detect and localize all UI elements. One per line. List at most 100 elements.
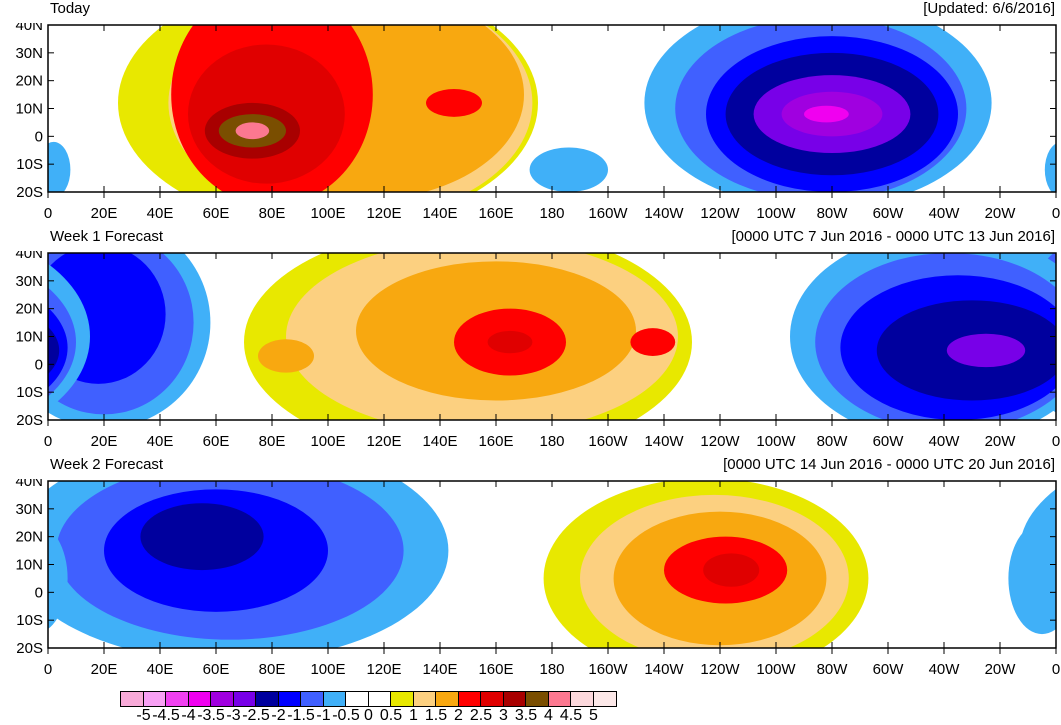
panel-title: Week 1 Forecast [50,228,164,245]
lon-label: 20E [91,661,118,678]
colorbar [120,691,617,707]
lon-label: 60E [203,205,230,222]
colorbar-swatch [481,692,504,706]
lat-label: 20S [16,412,43,429]
lon-label: 60E [203,433,230,450]
lon-label: 180 [539,433,564,450]
colorbar-label: -0.5 [332,707,360,724]
colorbar-swatch [571,692,594,706]
lat-label: 20S [16,184,43,201]
lon-label: 40E [147,433,174,450]
lon-label: 160W [588,433,628,450]
colorbar-label: -4 [181,707,196,724]
panel-title: Today [50,0,91,17]
lat-label: 10N [15,101,43,118]
anomaly-contour [48,527,68,630]
colorbar-label: 0.5 [379,707,403,724]
colorbar-label: 2.5 [469,707,493,724]
lon-label: 20W [985,205,1017,222]
lon-label: 40W [929,205,961,222]
anomaly-contour [1008,522,1056,635]
lon-label: 80W [817,661,849,678]
lon-label: 0 [44,661,52,678]
lon-label: 160W [588,205,628,222]
lon-label: 120E [366,661,401,678]
lon-label: 120E [366,433,401,450]
lon-label: 140E [422,661,457,678]
anomaly-contour [1044,143,1056,192]
colorbar-swatch [121,692,144,706]
lon-label: 160E [478,433,513,450]
colorbar-label: -5 [136,707,151,724]
lon-label: 140E [422,433,457,450]
colorbar-label: 3.5 [514,707,538,724]
colorbar-swatch [436,692,459,706]
colorbar-swatch [458,692,481,706]
lon-label: 40W [929,433,961,450]
lon-label: 180 [539,205,564,222]
colorbar-swatch [143,692,166,706]
lon-label: 140W [644,433,684,450]
lon-label: 160W [588,661,628,678]
lon-label: 160E [478,661,513,678]
lon-label: 180 [539,661,564,678]
colorbar-label: -2.5 [242,707,270,724]
lat-label: 0 [35,128,43,145]
lon-label: 120W [700,205,740,222]
lon-label: 120W [700,661,740,678]
colorbar-label: -1.5 [287,707,315,724]
colorbar-swatch [211,692,234,706]
lon-label: 20E [91,205,118,222]
colorbar-swatch [233,692,256,706]
anomaly-map: 0 20E 40E 60E 80E 100E 120E 140E 160E 180 160W 140W… [15,479,1060,678]
colorbar-swatch [278,692,301,706]
lon-label: 0 [1052,205,1060,222]
lon-label: 60W [873,205,905,222]
anomaly-contour [703,553,760,587]
lat-label: 40N [15,479,43,490]
lon-label: 0 [44,205,52,222]
lon-label: 20E [91,433,118,450]
colorbar-swatch [391,692,414,706]
lon-label: 0 [44,433,52,450]
anomaly-contour [140,503,264,571]
anomaly-contour [258,339,314,373]
lat-label: 30N [15,501,43,518]
lon-label: 140W [644,205,684,222]
anomaly-contour [804,105,849,123]
colorbar-label: -2 [271,707,286,724]
anomaly-contour [630,328,676,356]
lon-label: 80E [259,433,286,450]
colorbar-swatch [413,692,436,706]
anomaly-contour [946,333,1026,368]
lon-label: 60W [873,433,905,450]
lon-label: 40E [147,661,174,678]
lat-label: 0 [35,584,43,601]
lon-label: 0 [1052,661,1060,678]
colorbar-swatch [503,692,526,706]
anomaly-map: 0 20E 40E 60E 80E 100E 120E 140E 160E 180 160W 140W… [15,251,1060,450]
colorbar-swatch [548,692,571,706]
lat-label: 10S [16,384,43,401]
lat-label: 0 [35,356,43,373]
lon-label: 60W [873,661,905,678]
lon-label: 120W [700,433,740,450]
colorbar-label: 0 [364,707,373,724]
colorbar-label: -3 [226,707,241,724]
lon-label: 80E [259,205,286,222]
lon-label: 160E [478,205,513,222]
lon-label: 0 [1052,433,1060,450]
colorbar-swatch [323,692,346,706]
lat-label: 20N [15,73,43,90]
lat-label: 20N [15,301,43,318]
lon-label: 40E [147,205,174,222]
lat-label: 10N [15,329,43,346]
lon-label: 40W [929,661,961,678]
lat-label: 40N [15,251,43,262]
colorbar-label: -3.5 [197,707,225,724]
anomaly-contour [48,326,60,374]
lat-label: 30N [15,273,43,290]
anomaly-contour [529,147,608,192]
anomaly-contour [487,330,533,354]
colorbar-swatch [256,692,279,706]
